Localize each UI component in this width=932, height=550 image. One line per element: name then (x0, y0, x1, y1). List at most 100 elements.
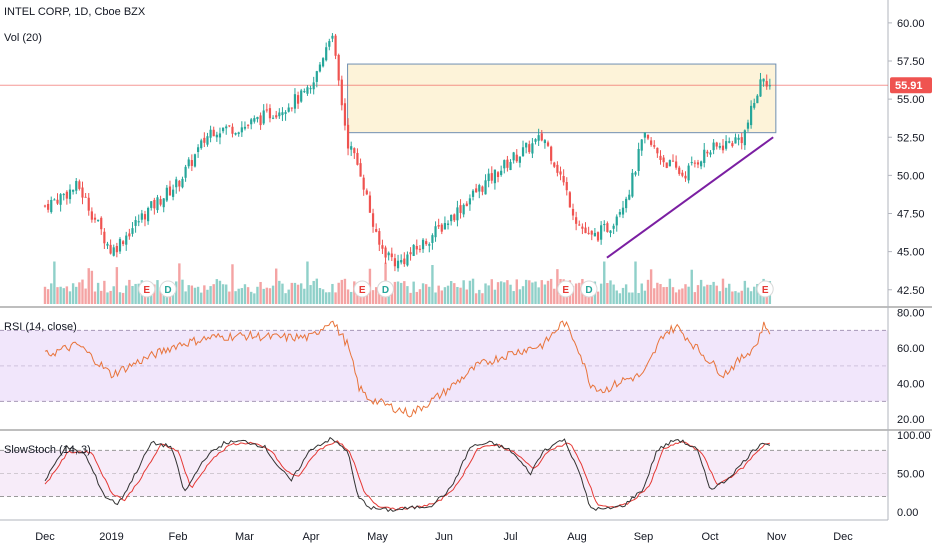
volume-bar (678, 289, 681, 304)
candle-body (471, 190, 475, 197)
candle-body (765, 81, 768, 87)
stoch-tick-label: 50.00 (897, 468, 925, 480)
rsi-axis[interactable]: 80.00 60.00 40.00 20.00 (897, 308, 925, 427)
candle-body (93, 217, 97, 220)
candle-body (759, 79, 762, 97)
candle-body (215, 134, 218, 138)
volume-bar (449, 281, 453, 304)
last-price-label: 55.91 (895, 80, 923, 92)
candle-body (740, 137, 743, 144)
volume-bar (315, 278, 319, 304)
candle-body (646, 134, 650, 139)
candle-body (84, 196, 87, 198)
candle-body (625, 198, 628, 209)
volume-bar (431, 265, 434, 304)
candle-body (309, 88, 312, 90)
candle-body (709, 152, 712, 155)
volume-bar (506, 280, 509, 304)
volume-bar (71, 283, 75, 304)
stoch-legend[interactable]: SlowStoch (14, 3) (4, 444, 91, 456)
time-tick-label: Dec (35, 531, 55, 543)
earnings-marker[interactable]: E (353, 280, 371, 298)
event-marker-label: E (143, 285, 150, 296)
dividend-marker[interactable]: D (580, 280, 598, 298)
volume-bar (646, 279, 650, 304)
volume-bar (159, 287, 162, 304)
candle-body (81, 187, 84, 198)
candle-body (162, 198, 165, 208)
candle-body (675, 161, 678, 168)
candle-body (359, 163, 362, 177)
price-axis[interactable]: 60.00 57.50 55.00 52.50 50.00 47.50 45.00 42.50 (888, 18, 925, 297)
candle-body (262, 110, 265, 124)
candle-body (306, 87, 309, 94)
earnings-marker[interactable]: E (557, 280, 575, 298)
rsi-tick-label: 80.00 (897, 308, 925, 320)
candle-body (87, 197, 90, 211)
candle-body (487, 173, 490, 182)
volume-bar (481, 293, 484, 304)
volume-bar (637, 292, 640, 304)
candle-body (459, 205, 462, 213)
candle-body (537, 135, 540, 141)
candle-body (228, 125, 231, 127)
candle-body (381, 245, 384, 249)
candle-body (315, 71, 318, 82)
volume-bar (196, 286, 200, 304)
candle-body (643, 132, 646, 138)
symbol-title[interactable]: INTEL CORP, 1D, Cboe BZX (4, 6, 146, 18)
volume-bar (56, 287, 59, 304)
candle-body (509, 161, 512, 171)
volume-bar (699, 279, 703, 304)
candle-body (731, 143, 734, 147)
volume-bar (115, 267, 119, 304)
time-axis[interactable]: Dec 2019 Feb Mar Apr May Jun Jul Aug Sep Oct Nov Dec (35, 531, 853, 543)
candle-body (103, 231, 106, 244)
volume-bar (393, 281, 397, 304)
indicator-bands (0, 330, 888, 497)
stoch-axis[interactable]: 100.00 50.00 0.00 (897, 430, 931, 519)
volume-legend[interactable]: Vol (20) (4, 32, 42, 44)
candle-body (184, 166, 187, 178)
volume-bar (243, 284, 247, 304)
volume-bar (324, 292, 328, 304)
earnings-marker[interactable]: E (756, 280, 774, 298)
earnings-marker[interactable]: E (138, 280, 156, 298)
volume-bar (437, 285, 440, 304)
volume-bar (93, 291, 97, 304)
candle-body (559, 171, 562, 175)
candle-body (437, 225, 440, 227)
dividend-marker[interactable]: D (159, 280, 177, 298)
dividend-marker[interactable]: D (376, 280, 394, 298)
volume-bar (724, 287, 728, 304)
rsi-legend[interactable]: RSI (14, close) (4, 321, 77, 333)
candle-body (393, 258, 397, 267)
volume-bar (731, 291, 734, 304)
volume-bar (281, 283, 284, 304)
candle-body (193, 154, 197, 167)
event-marker-label: E (359, 285, 366, 296)
support-trendline[interactable] (606, 136, 774, 259)
volume-bar (684, 284, 687, 304)
stoch-band (0, 450, 888, 497)
volume-bar (290, 282, 294, 304)
rsi-tick-label: 60.00 (897, 343, 925, 355)
candle-body (615, 216, 618, 226)
resistance-zone[interactable] (347, 63, 777, 134)
volume-bar (278, 280, 281, 304)
volume-bar (209, 286, 212, 304)
volume-bar (490, 279, 493, 304)
volume-bar (246, 287, 250, 304)
volume-bar (221, 284, 225, 304)
candle-body (237, 132, 240, 134)
volume-bar (106, 292, 109, 304)
candle-body (328, 41, 331, 47)
volume-bar (349, 291, 353, 304)
candle-body (68, 189, 72, 200)
volume-bar (624, 284, 628, 304)
volume-bar (399, 282, 403, 304)
volume-bar (103, 280, 106, 304)
volume-bar (193, 287, 197, 304)
volume-bar (749, 291, 753, 304)
